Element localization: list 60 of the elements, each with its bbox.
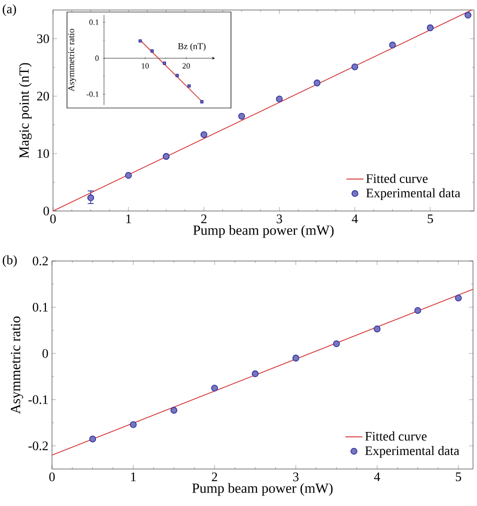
- point: [389, 42, 396, 48]
- x-axis-title: Bz (nT): [178, 42, 206, 52]
- point: [211, 384, 218, 392]
- chart-title: (b): [2, 255, 17, 267]
- legend-label: Fitted curve: [365, 432, 427, 441]
- point: [464, 12, 472, 19]
- point: [292, 354, 300, 362]
- point: [238, 112, 246, 120]
- x-tick-label: 3: [293, 472, 299, 482]
- y-tick-label: 0: [42, 349, 48, 358]
- point: [125, 172, 132, 179]
- x-axis-title: Pump beam power (mW): [192, 483, 333, 496]
- x-tick-label: 0: [49, 472, 55, 482]
- point: [314, 80, 320, 86]
- x-tick-label: 1: [131, 472, 136, 482]
- y-tick-label: 30: [37, 34, 49, 44]
- x-tick-label: 3: [276, 214, 282, 224]
- x-tick-label: 4: [374, 472, 380, 482]
- point: [138, 39, 142, 43]
- point: [176, 74, 179, 78]
- point: [170, 406, 178, 414]
- point: [333, 340, 340, 348]
- point: [188, 84, 191, 88]
- point: [351, 63, 358, 70]
- y-tick-label: 0: [44, 206, 49, 216]
- legend-label: Experimental data: [366, 188, 460, 200]
- point: [374, 326, 380, 332]
- point: [454, 294, 462, 302]
- y-axis-title: Magic point (nT): [18, 63, 32, 158]
- y-tick-label: 0.1: [32, 302, 48, 312]
- x-tick-label: 4: [352, 214, 358, 224]
- y-axis-title: Asymmetric ratio: [68, 28, 76, 92]
- point: [276, 96, 283, 102]
- x-tick-label: 1: [126, 214, 131, 224]
- y-tick-label: 10: [38, 149, 49, 158]
- point: [87, 194, 94, 202]
- point: [162, 153, 170, 160]
- point: [200, 131, 208, 138]
- point: [252, 370, 259, 378]
- point: [150, 49, 154, 53]
- y-tick-label: 0.2: [32, 256, 48, 266]
- x-tick-label: 0: [50, 214, 56, 224]
- y-tick-label: 20: [37, 92, 49, 101]
- x-tick-label: 2: [201, 214, 206, 224]
- y-tick-label: -0.2: [28, 441, 48, 450]
- point: [162, 62, 166, 65]
- x-tick-label: 5: [428, 214, 433, 224]
- legend-label: Fitted curve: [366, 174, 428, 183]
- point: [89, 436, 96, 442]
- x-tick-label: 5: [456, 472, 462, 482]
- legend-label: Experimental data: [365, 446, 460, 458]
- x-tick-label: 2: [212, 472, 218, 482]
- y-tick-label: -0.1: [28, 395, 48, 404]
- chart-title: (a): [2, 4, 16, 16]
- point: [200, 100, 204, 104]
- x-axis-title: Pump beam power (mW): [193, 225, 334, 238]
- point: [130, 421, 137, 428]
- y-axis-title: Asymmetric ratio: [10, 316, 24, 414]
- point: [414, 307, 422, 314]
- point: [426, 24, 434, 32]
